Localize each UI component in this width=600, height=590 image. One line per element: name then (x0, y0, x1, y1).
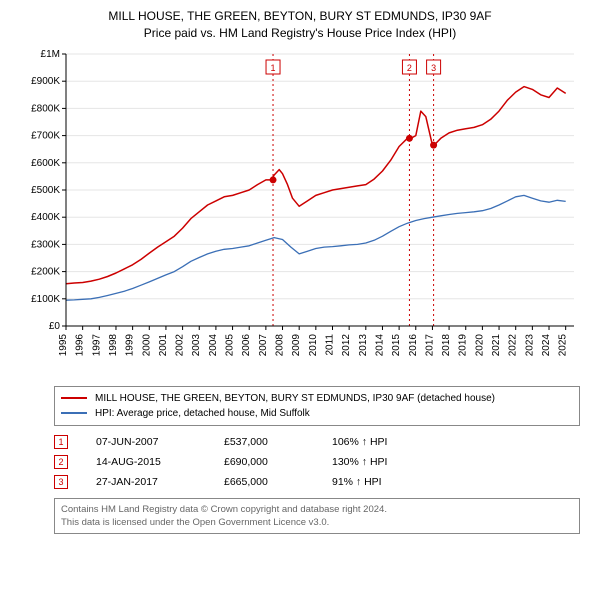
svg-text:2003: 2003 (191, 333, 202, 356)
legend-row: HPI: Average price, detached house, Mid … (61, 406, 573, 421)
legend-label: HPI: Average price, detached house, Mid … (95, 406, 310, 421)
svg-text:2009: 2009 (291, 333, 302, 356)
svg-text:2022: 2022 (508, 333, 519, 356)
sale-date: 07-JUN-2007 (96, 436, 196, 448)
sale-marker-icon: 1 (54, 435, 68, 449)
legend: MILL HOUSE, THE GREEN, BEYTON, BURY ST E… (54, 386, 580, 426)
svg-text:£300K: £300K (31, 239, 60, 250)
svg-text:£200K: £200K (31, 266, 60, 277)
svg-text:1998: 1998 (108, 333, 119, 356)
chart-plot: £0 £100K £200K £300K £400K £500K £600K £700K £80… (20, 48, 580, 378)
sale-price: £690,000 (224, 456, 304, 468)
svg-text:2013: 2013 (358, 333, 369, 356)
sales-row: 2 14-AUG-2015 £690,000 130% ↑ HPI (54, 452, 580, 472)
sale-date: 27-JAN-2017 (96, 476, 196, 488)
footer-attribution: Contains HM Land Registry data © Crown c… (54, 498, 580, 535)
sales-row: 3 27-JAN-2017 £665,000 91% ↑ HPI (54, 472, 580, 492)
sale-price: £665,000 (224, 476, 304, 488)
svg-text:£400K: £400K (31, 212, 60, 223)
footer-line2: This data is licensed under the Open Gov… (61, 516, 573, 529)
svg-text:2005: 2005 (225, 333, 236, 356)
sale-price: £537,000 (224, 436, 304, 448)
svg-text:3: 3 (431, 63, 436, 73)
svg-text:£700K: £700K (31, 130, 60, 141)
svg-text:£900K: £900K (31, 76, 60, 87)
svg-text:2019: 2019 (458, 333, 469, 356)
svg-text:£0: £0 (49, 321, 61, 332)
legend-swatch (61, 397, 87, 399)
svg-text:2015: 2015 (391, 333, 402, 356)
title-main: MILL HOUSE, THE GREEN, BEYTON, BURY ST E… (8, 8, 592, 25)
svg-text:2006: 2006 (241, 333, 252, 356)
footer-line1: Contains HM Land Registry data © Crown c… (61, 503, 573, 516)
svg-text:2014: 2014 (374, 333, 385, 356)
svg-text:2021: 2021 (491, 333, 502, 356)
svg-text:2023: 2023 (524, 333, 535, 356)
sale-date: 14-AUG-2015 (96, 456, 196, 468)
chart-titles: MILL HOUSE, THE GREEN, BEYTON, BURY ST E… (8, 8, 592, 42)
sale-hpi: 106% ↑ HPI (332, 436, 422, 448)
svg-text:£500K: £500K (31, 185, 60, 196)
svg-text:2016: 2016 (408, 333, 419, 356)
svg-text:£800K: £800K (31, 103, 60, 114)
svg-text:2008: 2008 (275, 333, 286, 356)
svg-text:1995: 1995 (58, 333, 69, 356)
svg-text:2024: 2024 (541, 333, 552, 356)
svg-text:2011: 2011 (324, 333, 335, 355)
sale-marker-icon: 2 (54, 455, 68, 469)
title-sub: Price paid vs. HM Land Registry's House … (8, 25, 592, 42)
legend-swatch (61, 412, 87, 414)
svg-text:2: 2 (407, 63, 412, 73)
legend-row: MILL HOUSE, THE GREEN, BEYTON, BURY ST E… (61, 391, 573, 406)
svg-text:1997: 1997 (91, 333, 102, 356)
sale-hpi: 130% ↑ HPI (332, 456, 422, 468)
svg-text:2020: 2020 (474, 333, 485, 356)
svg-text:2018: 2018 (441, 333, 452, 356)
svg-text:2001: 2001 (158, 333, 169, 356)
sale-hpi: 91% ↑ HPI (332, 476, 422, 488)
svg-text:2004: 2004 (208, 333, 219, 356)
svg-text:2025: 2025 (558, 333, 569, 356)
legend-label: MILL HOUSE, THE GREEN, BEYTON, BURY ST E… (95, 391, 495, 406)
svg-text:2012: 2012 (341, 333, 352, 356)
line-chart-svg: £0 £100K £200K £300K £400K £500K £600K £700K £80… (20, 48, 580, 378)
sales-table: 1 07-JUN-2007 £537,000 106% ↑ HPI 2 14-AUG-20… (54, 432, 580, 492)
sales-row: 1 07-JUN-2007 £537,000 106% ↑ HPI (54, 432, 580, 452)
svg-text:2002: 2002 (175, 333, 186, 356)
chart-container: MILL HOUSE, THE GREEN, BEYTON, BURY ST E… (8, 8, 592, 534)
svg-text:2007: 2007 (258, 333, 269, 356)
svg-text:1: 1 (271, 63, 276, 73)
svg-text:1996: 1996 (75, 333, 86, 356)
svg-text:£100K: £100K (31, 293, 60, 304)
sale-marker-icon: 3 (54, 475, 68, 489)
svg-text:2000: 2000 (141, 333, 152, 356)
svg-text:2010: 2010 (308, 333, 319, 356)
svg-text:1999: 1999 (125, 333, 136, 356)
svg-text:£600K: £600K (31, 157, 60, 168)
svg-text:£1M: £1M (41, 49, 60, 60)
svg-text:2017: 2017 (424, 333, 435, 356)
